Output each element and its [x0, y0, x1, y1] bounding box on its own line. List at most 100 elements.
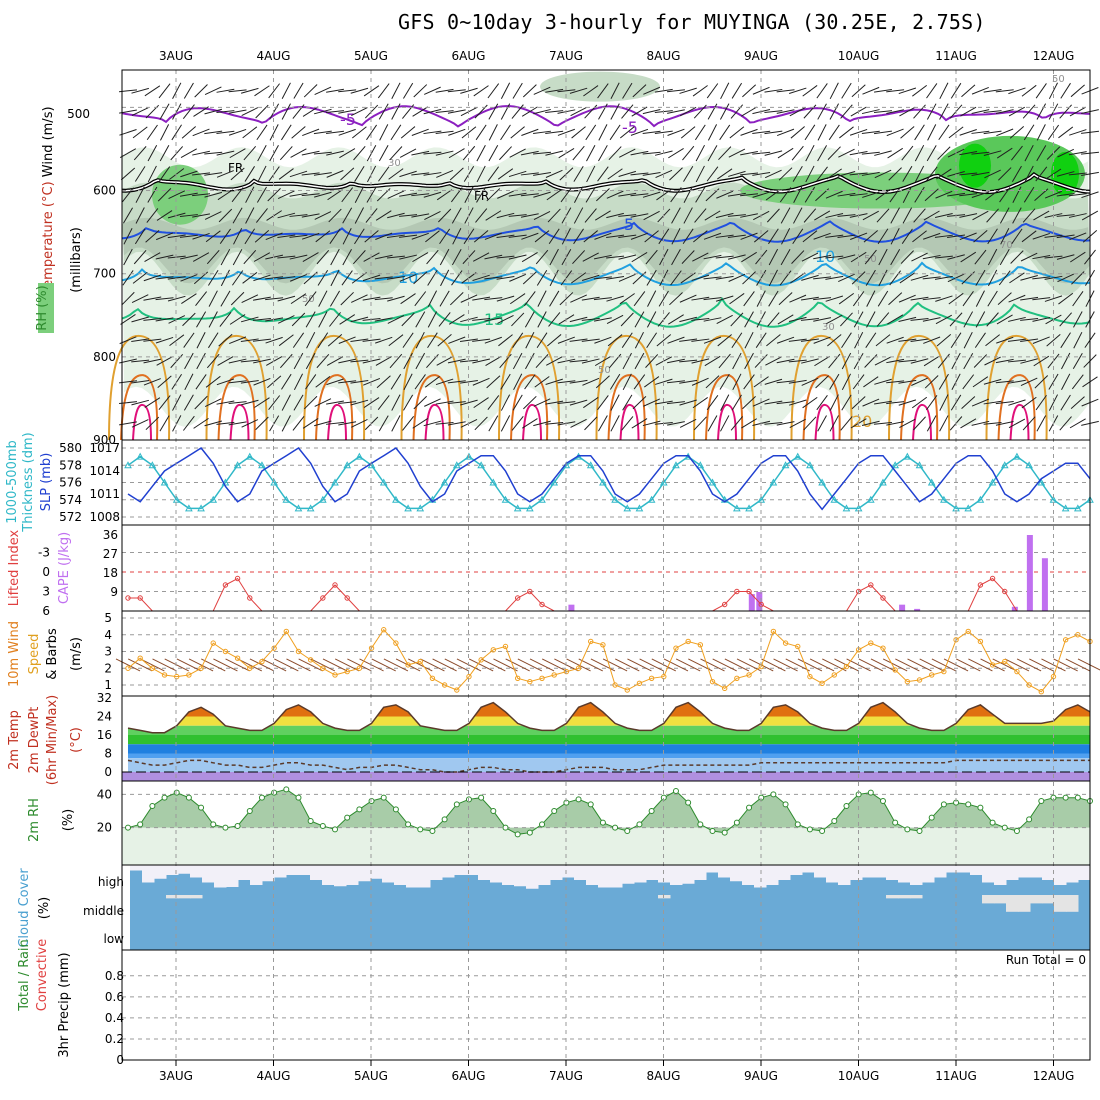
cloud-high-gap [658, 865, 671, 883]
cape-bar [1026, 535, 1033, 611]
wind-ytick: 4 [104, 628, 112, 642]
isotherm-20 [303, 335, 366, 441]
cloud-high-gap [898, 865, 911, 883]
rh2m-point [258, 794, 265, 801]
thickness-ytick: 578 [59, 458, 82, 472]
rh-ylabel-2: (%) [61, 809, 76, 832]
wind10m-point [368, 645, 375, 651]
rh-band-70 [122, 217, 1090, 284]
rh2m-point [234, 823, 241, 829]
slp-ytick: 1008 [89, 510, 120, 524]
thickness-point [903, 452, 912, 460]
cloud-high-gap [754, 865, 767, 888]
cloud-high-gap [994, 865, 1007, 885]
wind10m-point [1075, 632, 1081, 638]
isotherm-20 [985, 335, 1048, 441]
thickness-point [745, 504, 753, 512]
rh2m-point [831, 818, 838, 824]
cloud-high-gap [598, 865, 611, 888]
thickness-ytick: 576 [59, 476, 82, 490]
li-ylabel: Lifted Index [7, 529, 22, 606]
temp-ytick: 16 [97, 728, 112, 742]
panel-frame [121, 949, 1091, 1061]
thickness-point [355, 452, 364, 460]
cloud-high-gap [646, 865, 659, 880]
rh2m-point [368, 798, 375, 804]
rh2m-point [380, 794, 387, 801]
temp-band [128, 725, 1090, 735]
rh2m-point [392, 806, 399, 813]
precip-ylabel-1: Total / Rain [17, 939, 32, 1012]
thickness-point [306, 504, 315, 512]
temp-ytick: 0 [104, 765, 112, 779]
rh-ytick: 40 [97, 787, 112, 801]
wind10m-point [174, 673, 180, 680]
rh2m-point [514, 831, 521, 838]
isotherm-20 [693, 335, 756, 441]
cloud-high-gap [730, 865, 743, 882]
cloud-high-gap [322, 865, 335, 885]
cloud-high-gap [970, 865, 983, 875]
lifted-index-point [734, 588, 740, 595]
rh2m-point [636, 821, 643, 828]
cape-ytick: 18 [103, 566, 118, 580]
thickness-point [124, 461, 132, 469]
thickness-point [379, 478, 388, 486]
wind10m-point [393, 640, 399, 646]
rh2m-point [356, 806, 363, 813]
thickness-point [659, 478, 668, 486]
wind10m-point [734, 675, 740, 681]
wind10m-point [770, 628, 777, 635]
rh2m-point [1001, 824, 1008, 831]
wind10m-point [782, 640, 789, 646]
wind10m-point [149, 665, 156, 671]
wind10m-point [307, 657, 314, 663]
wind10m-point [709, 678, 716, 685]
rh2m-point [685, 799, 692, 806]
ua-ytick: 900 [93, 433, 116, 447]
rh2m-point [283, 786, 290, 793]
cloud-high-gap [478, 865, 491, 880]
thickness-point [160, 478, 169, 486]
wind10m-point [125, 665, 131, 671]
temp2m-line [127, 701, 1091, 734]
rh2m-point [843, 803, 850, 809]
day-label-top: 11AUG [935, 49, 977, 63]
rh2m-point [429, 828, 436, 834]
thickness-point [879, 478, 887, 486]
wind10m-point [1014, 668, 1020, 675]
thickness-point [781, 461, 790, 469]
thickness-point [1013, 452, 1021, 460]
lifted-index-point [344, 595, 350, 601]
rh2m-point [161, 794, 168, 801]
rh2m-point [587, 801, 594, 808]
wind10m-point [989, 662, 996, 668]
rh2m-point [149, 803, 156, 809]
thickness-point [988, 478, 997, 486]
isotherm-25 [900, 374, 939, 441]
cloud-high-gap [946, 865, 959, 873]
ua-ytick: 500 [67, 107, 90, 121]
thickness-point [404, 504, 412, 512]
cloud-high-gap [370, 865, 383, 879]
wind10m-point [1038, 689, 1044, 695]
cape-bar [914, 608, 921, 611]
lifted-index-point [247, 595, 253, 601]
wind10m-point [478, 657, 484, 663]
rh2m-point [709, 828, 716, 834]
day-label-bottom: 4AUG [257, 1069, 291, 1083]
temp-band [128, 753, 1090, 759]
isotherm-30 [814, 404, 835, 441]
cloud-level-label: low [104, 932, 125, 946]
rh2m-point [867, 789, 874, 796]
lifted-index-point [721, 601, 728, 608]
thickness-point [915, 461, 924, 469]
thickness-point [294, 504, 303, 512]
thickness-point [209, 495, 218, 503]
precip-ytick: 0 [116, 1053, 124, 1067]
wind10m-point [928, 672, 935, 678]
rh2m-point [782, 801, 789, 808]
day-label-top: 9AUG [744, 49, 778, 63]
day-label-top: 8AUG [647, 49, 681, 63]
wind-ylabel-4: (m/s) [69, 637, 84, 671]
